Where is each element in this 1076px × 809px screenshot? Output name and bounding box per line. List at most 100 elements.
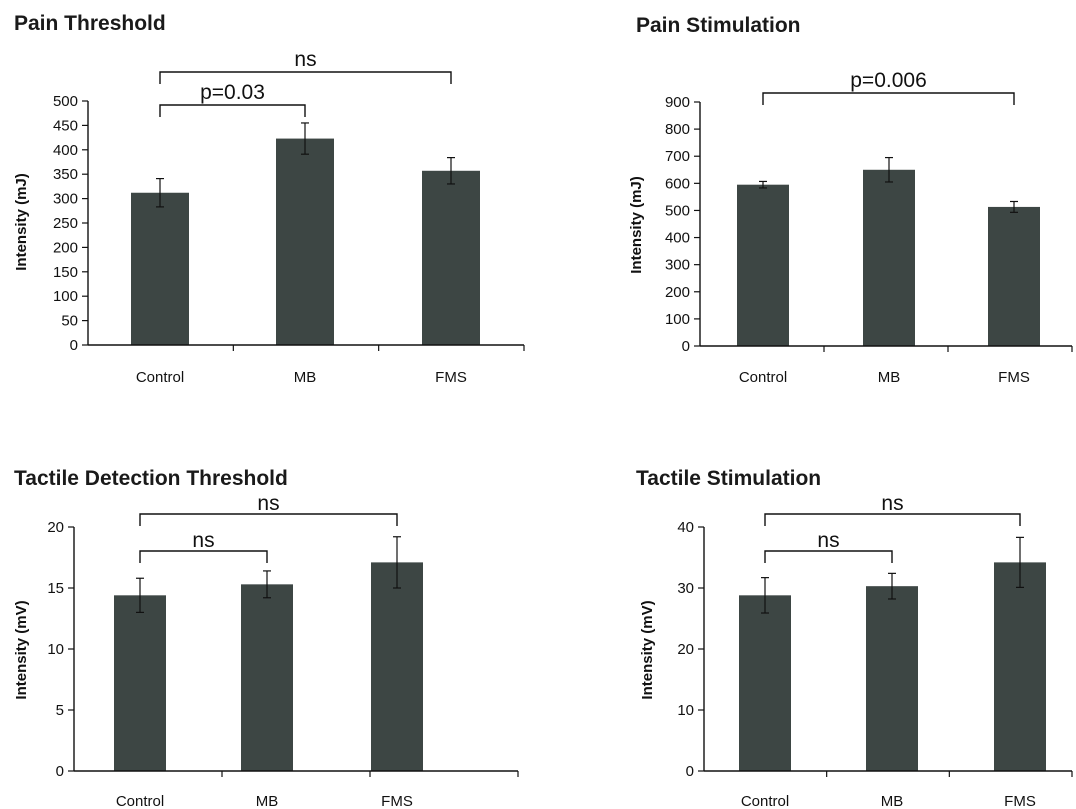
significance-bracket: ns [764,492,1021,526]
chart-pain-stimulation: Pain Stimulation Intensity (mJ) 0 100 200 3… [628,14,1073,386]
y-axis-label: Intensity (mV) [13,600,30,699]
chart-title: Pain Threshold [14,12,166,35]
y-tick-label: 20 [677,641,694,658]
chart-pain-threshold: Pain Threshold Intensity (mJ) 0 50 100 150 2… [13,12,525,386]
y-tick-label: 0 [686,763,694,780]
bar-fms [988,206,1040,346]
bar-mb [241,584,293,771]
bracket-line [764,513,1021,526]
x-tick-label: MB [294,369,317,386]
bar-control [114,595,166,771]
significance-label: ns [294,48,316,71]
y-tick-label: 200 [665,284,690,301]
y-axis-label: Intensity (mJ) [13,173,30,271]
y-tick-label: 300 [665,257,690,274]
y-tick-label: 10 [677,702,694,719]
error-bar [761,577,769,614]
chart-title: Pain Stimulation [636,14,801,37]
significance-bracket: p=0.03 [159,81,306,117]
bracket-line [139,550,268,563]
bar-control [739,595,791,771]
bar-fms [371,562,423,771]
x-tick-label: FMS [1004,793,1036,809]
significance-bracket: p=0.006 [762,69,1015,105]
bar-control [737,184,789,346]
x-tick-label: MB [878,369,901,386]
bracket-line [159,71,452,84]
error-bar [1016,536,1024,588]
significance-bracket: ns [139,492,398,526]
x-tick-label: MB [881,793,904,809]
significance-label: ns [881,492,903,515]
error-bar [263,570,271,599]
x-tick-label: FMS [381,793,413,809]
bar-control [131,192,189,345]
error-bar [885,156,893,183]
y-tick-label: 800 [665,121,690,138]
y-tick-label: 50 [61,313,78,330]
significance-label: p=0.03 [200,81,265,104]
chart-tactile-detection-threshold: Tactile Detection Threshold Intensity (m… [13,467,519,809]
y-tick-label: 100 [665,311,690,328]
bar-mb [866,586,918,771]
y-tick-label: 20 [47,519,64,536]
bar-fms [994,562,1046,771]
y-tick-label: 300 [53,191,78,208]
significance-label: ns [192,529,214,552]
y-tick-label: 700 [665,148,690,165]
y-tick-label: 500 [53,93,78,110]
y-tick-label: 450 [53,117,78,134]
y-tick-label: 0 [70,337,78,354]
y-tick-label: 200 [53,239,78,256]
y-tick-label: 350 [53,166,78,183]
y-tick-label: 150 [53,264,78,281]
chart-title: Tactile Stimulation [636,467,821,490]
significance-bracket: ns [139,529,268,563]
bar-fms [422,170,480,345]
y-tick-label: 400 [53,142,78,159]
bracket-line [764,550,893,563]
error-bar [156,177,164,208]
y-axis-label: Intensity (mV) [639,600,656,699]
x-tick-label: Control [741,793,789,809]
significance-bracket: ns [764,529,893,563]
y-tick-label: 250 [53,215,78,232]
y-tick-label: 100 [53,288,78,305]
y-tick-label: 15 [47,580,64,597]
y-tick-label: 0 [682,338,690,355]
y-axis-label: Intensity (mJ) [628,176,645,274]
y-tick-label: 40 [677,519,694,536]
error-bar [888,572,896,600]
x-tick-label: Control [116,793,164,809]
chart-title: Tactile Detection Threshold [14,467,288,490]
bar-mb [863,169,915,346]
x-tick-label: FMS [435,369,467,386]
chart-tactile-stimulation: Tactile Stimulation Intensity (mV) 0 10 20… [636,467,1073,809]
significance-bracket: ns [159,48,452,84]
y-tick-label: 600 [665,175,690,192]
y-tick-label: 10 [47,641,64,658]
significance-label: ns [817,529,839,552]
error-bar [393,536,401,589]
y-tick-label: 30 [677,580,694,597]
bracket-line [159,104,306,117]
bracket-line [139,513,398,526]
bar-mb [276,138,334,345]
error-bar [136,577,144,614]
significance-label: p=0.006 [850,69,927,92]
error-bar [301,122,309,155]
x-tick-label: Control [739,369,787,386]
y-tick-label: 500 [665,202,690,219]
bracket-line [762,92,1015,105]
x-tick-label: FMS [998,369,1030,386]
x-tick-label: MB [256,793,279,809]
error-bar [447,157,455,185]
y-tick-label: 400 [665,230,690,247]
significance-label: ns [257,492,279,515]
y-tick-label: 0 [56,763,64,780]
x-tick-label: Control [136,369,184,386]
y-tick-label: 900 [665,94,690,111]
y-tick-label: 5 [56,702,64,719]
error-bar [1010,200,1018,213]
